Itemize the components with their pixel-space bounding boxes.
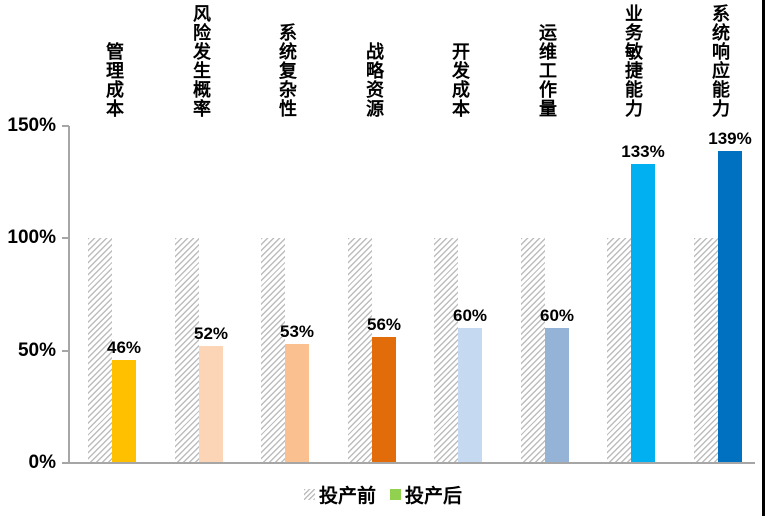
legend-item-after: 投产后: [390, 481, 462, 508]
value-bar: [718, 151, 742, 462]
hatched-bar: [88, 238, 112, 462]
category-label: 系统响应能力: [710, 4, 730, 118]
bar-value-label: 139%: [708, 129, 752, 148]
legend-swatch-hatched: [303, 489, 315, 500]
legend-label-after: 投产后: [405, 486, 463, 507]
bar-value-label: 133%: [621, 142, 665, 161]
category-label: 系统复杂性: [277, 23, 297, 118]
value-bar: [372, 337, 396, 462]
value-bar: [112, 360, 136, 462]
value-bar: [285, 344, 309, 462]
y-axis-tick: [62, 462, 69, 464]
category-label: 开发成本: [450, 42, 470, 118]
y-axis-tick: [62, 237, 69, 240]
hatched-bar: [175, 238, 199, 462]
y-axis-tick: [62, 349, 69, 352]
bar-value-label: 53%: [279, 322, 315, 341]
bar-value-label: 60%: [452, 306, 488, 325]
legend-item-before: 投产前: [303, 481, 376, 508]
hatched-bar: [434, 238, 458, 462]
bar-value-label: 56%: [366, 315, 402, 334]
category-label: 运维工作量: [537, 23, 557, 118]
page-right-border-line: [762, 0, 765, 516]
bar-value-label: 60%: [539, 306, 575, 325]
value-bar: [631, 164, 655, 462]
y-axis-tick-label: 50%: [17, 339, 56, 361]
legend-label-before: 投产前: [318, 486, 376, 507]
value-bar: [545, 328, 569, 462]
value-bar: [199, 346, 223, 462]
legend-swatch-green: [390, 489, 401, 500]
chart-legend: 投产前 投产后: [0, 481, 766, 508]
category-label: 风险发生概率: [191, 4, 211, 118]
category-label: 业务敏捷能力: [623, 4, 643, 118]
y-axis-tick: [62, 125, 69, 127]
bar-value-label: 52%: [193, 324, 229, 343]
y-axis-tick-label: 150%: [7, 115, 56, 136]
bar-value-label: 46%: [106, 338, 142, 357]
hatched-bar: [521, 238, 545, 462]
y-axis-line: [68, 126, 70, 463]
hatched-bar: [694, 238, 718, 462]
hatched-bar: [261, 238, 285, 462]
hatched-bar: [348, 238, 372, 462]
value-bar: [458, 328, 482, 462]
hatched-bar: [607, 238, 631, 462]
y-axis-tick-label: 100%: [7, 227, 56, 249]
x-axis-line: [68, 462, 755, 464]
y-axis-tick-label: 0%: [28, 452, 56, 473]
category-label: 战略资源: [364, 42, 384, 118]
category-label: 管理成本: [104, 42, 124, 118]
